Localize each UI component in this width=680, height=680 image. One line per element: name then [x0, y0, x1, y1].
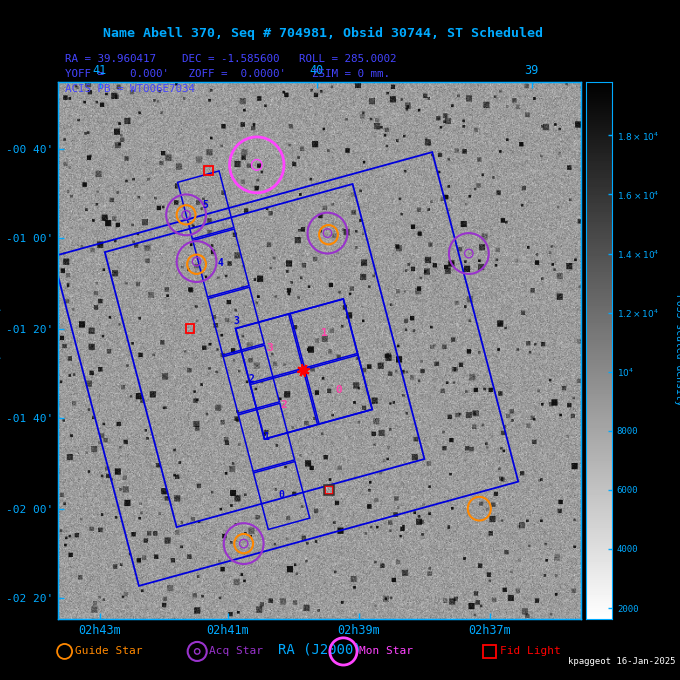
Text: Fid Light: Fid Light	[500, 647, 560, 656]
Bar	[325, 486, 333, 494]
Text: Name Abell 370, Seq # 704981, Obsid 30744, ST Scheduled: Name Abell 370, Seq # 704981, Obsid 3074…	[103, 27, 543, 40]
Text: Mon Star: Mon Star	[359, 647, 413, 656]
Text: 4: 4	[218, 258, 224, 268]
Text: kpaggeot 16-Jan-2025 15:34: kpaggeot 16-Jan-2025 15:34	[568, 658, 680, 666]
Text: 0: 0	[335, 384, 342, 394]
Text: 2: 2	[281, 400, 287, 409]
Text: ACIS PB = WT006E7034: ACIS PB = WT006E7034	[65, 84, 194, 95]
Bar	[186, 324, 194, 333]
Text: YOFF =    0.000'   ZOFF =  0.0000'    ZSIM = 0 mm.: YOFF = 0.000' ZOFF = 0.0000' ZSIM = 0 mm…	[65, 69, 390, 80]
Y-axis label: POSS scaled density: POSS scaled density	[675, 294, 680, 406]
Text: 3: 3	[233, 316, 239, 326]
Text: 1: 1	[264, 432, 269, 443]
Bar	[205, 166, 213, 175]
Y-axis label: Dec (J2000): Dec (J2000)	[0, 304, 3, 396]
Text: 1: 1	[320, 328, 327, 339]
Text: RA = 39.960417    DEC = -1.585600   ROLL = 285.0002: RA = 39.960417 DEC = -1.585600 ROLL = 28…	[65, 54, 396, 65]
Text: 2: 2	[248, 374, 254, 384]
Text: 0: 0	[279, 490, 284, 500]
Bar	[324, 485, 334, 495]
Text: Acq Star: Acq Star	[209, 647, 263, 656]
X-axis label: RA (J2000): RA (J2000)	[277, 642, 362, 656]
Text: 3: 3	[266, 343, 273, 354]
Text: Guide Star: Guide Star	[75, 647, 142, 656]
Text: 5: 5	[203, 200, 209, 210]
